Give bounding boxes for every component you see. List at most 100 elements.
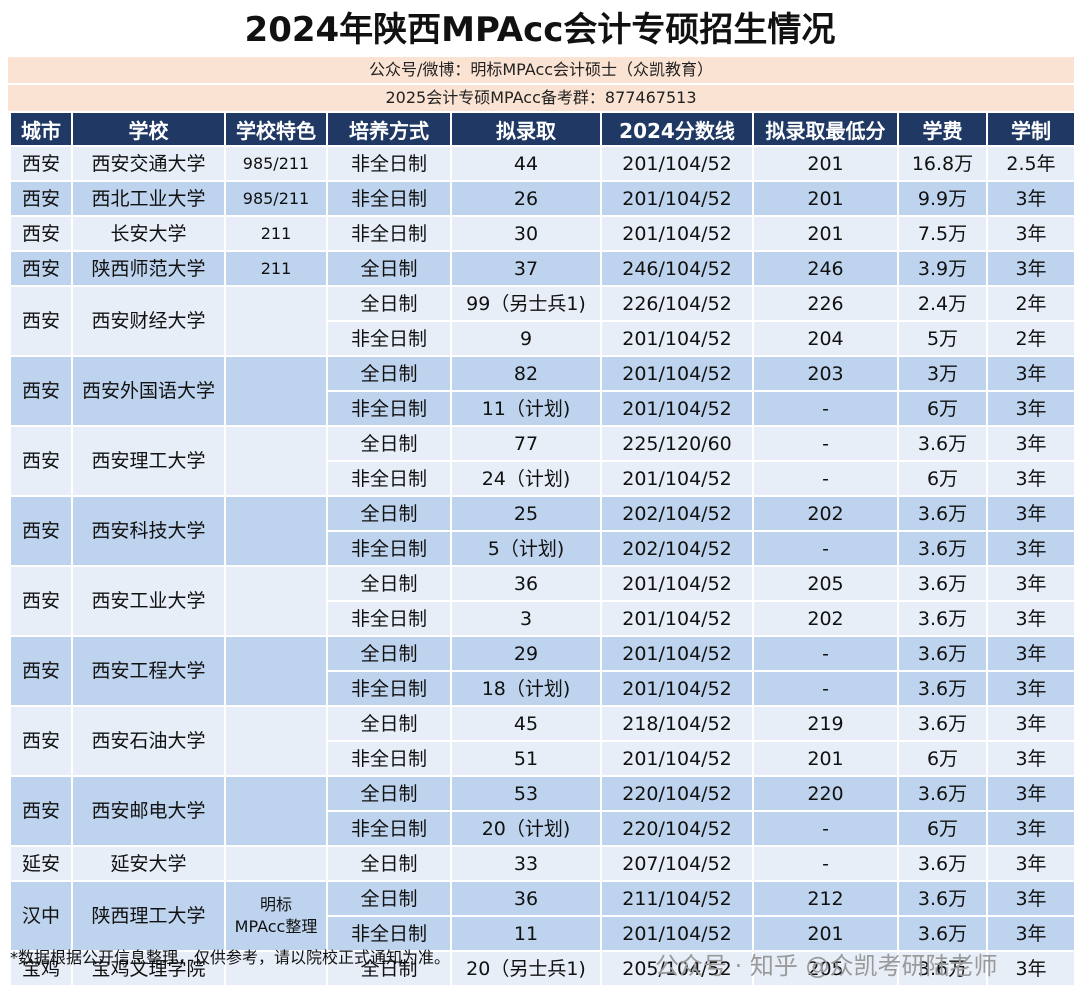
column-header: 2024分数线 <box>600 111 754 147</box>
city: 西安 <box>9 635 73 707</box>
school: 西安科技大学 <box>71 495 226 567</box>
school: 西安工业大学 <box>71 565 226 637</box>
min-score: - <box>752 460 899 497</box>
admitted: 9 <box>450 320 602 357</box>
table-row: 西安 西安外国语大学 全日制 82 201/104/52 203 3万 3年 <box>9 355 1076 427</box>
feature: 明标 MPAcc整理 <box>224 880 328 952</box>
cutoff-2024: 207/104/52 <box>600 845 754 882</box>
feature <box>224 845 328 882</box>
tuition: 3.6万 <box>897 565 988 602</box>
mode: 全日制 <box>326 845 452 882</box>
tuition: 3.6万 <box>897 950 988 987</box>
feature: 985/211 <box>224 180 328 217</box>
table-row: 非全日制 11（计划) 201/104/52-6万 3年 <box>10 390 1076 427</box>
admitted: 77 <box>450 425 602 462</box>
table-row: 非全日制 5（计划) 202/104/52-3.6万 3年 <box>10 530 1076 567</box>
feature <box>224 705 328 777</box>
tuition: 7.5万 <box>897 215 988 252</box>
school: 陕西理工大学 <box>71 880 226 952</box>
admitted: 5（计划) <box>450 530 602 567</box>
duration: 3年 <box>986 950 1076 987</box>
duration: 2年 <box>986 285 1076 322</box>
admitted: 24（计划) <box>450 460 602 497</box>
min-score: 201 <box>752 740 899 777</box>
tuition: 3.6万 <box>897 775 988 812</box>
admitted: 99（另士兵1) <box>450 285 602 322</box>
mode: 全日制 <box>326 250 452 287</box>
feature <box>224 950 328 987</box>
duration: 2.5年 <box>986 145 1076 182</box>
min-score: 220 <box>752 775 899 812</box>
mode: 全日制 <box>326 565 452 602</box>
min-score: 246 <box>752 250 899 287</box>
feature <box>224 425 328 497</box>
duration: 2年 <box>986 320 1076 357</box>
column-header: 学校 <box>71 111 226 147</box>
tuition: 3.6万 <box>897 635 988 672</box>
mode: 全日制 <box>326 950 452 987</box>
min-score: 204 <box>752 320 899 357</box>
min-score: - <box>752 425 899 462</box>
duration: 3年 <box>986 845 1076 882</box>
duration: 3年 <box>986 775 1076 812</box>
duration: 3年 <box>986 215 1076 252</box>
cutoff-2024: 201/104/52 <box>600 355 754 392</box>
admitted: 33 <box>450 845 602 882</box>
city: 延安 <box>9 845 73 882</box>
admitted: 26 <box>450 180 602 217</box>
tuition: 3万 <box>897 355 988 392</box>
mode: 非全日制 <box>326 810 452 847</box>
admitted: 20（计划) <box>450 810 602 847</box>
duration: 3年 <box>986 425 1076 462</box>
table-row: 西安 西安工业大学 全日制 36 201/104/52 205 3.6万 3年 <box>9 565 1076 637</box>
duration: 3年 <box>986 565 1076 602</box>
mode: 非全日制 <box>326 600 452 637</box>
table-row: 西安 陕西师范大学 211 全日制 37 246/104/52 246 3.9万 3年 <box>9 250 1076 287</box>
city: 西安 <box>9 565 73 637</box>
cutoff-2024: 201/104/52 <box>600 180 754 217</box>
cutoff-2024: 201/104/52 <box>600 565 754 602</box>
feature: 211 <box>224 215 328 252</box>
cutoff-2024: 246/104/52 <box>600 250 754 287</box>
city: 西安 <box>9 495 73 567</box>
duration: 3年 <box>986 460 1076 497</box>
mode: 非全日制 <box>326 460 452 497</box>
title: 2024年陕西MPAcc会计专硕招生情况 <box>244 10 836 50</box>
table-row: 汉中 陕西理工大学 明标 MPAcc整理 全日制 36 211/104/52 212 3.6万… <box>9 880 1076 952</box>
tuition: 3.6万 <box>897 670 988 707</box>
header-row: 城市 学校 学校特色 培养方式 拟录取 2024分数线 拟录取最低分 学费 学制 <box>9 111 1076 147</box>
footnote: *数据根据公开信息整理，仅供参考，请以院校正式通知为准。 <box>10 948 451 967</box>
school: 陕西师范大学 <box>71 250 226 287</box>
table-row: 非全日制 20（计划) 220/104/52-6万 3年 <box>10 810 1076 847</box>
city: 西安 <box>9 775 73 847</box>
feature: 985/211 <box>224 145 328 182</box>
feature <box>224 355 328 427</box>
column-header: 拟录取 <box>450 111 602 147</box>
city: 汉中 <box>9 880 73 952</box>
tuition: 6万 <box>897 810 988 847</box>
column-header: 培养方式 <box>326 111 452 147</box>
duration: 3年 <box>986 880 1076 917</box>
subtitle: 公众号/微博：明标MPAcc会计硕士（众凯教育） <box>8 57 1074 83</box>
table-row: 西安 西北工业大学 985/211 非全日制 26 201/104/52 201 9.9万 3年 <box>9 180 1076 217</box>
cutoff-2024: 201/104/52 <box>600 145 754 182</box>
table-row: 西安 西安邮电大学 全日制 53 220/104/52 220 3.6万 3年 <box>9 775 1076 847</box>
duration: 3年 <box>986 495 1076 532</box>
table-row: 非全日制 51 201/104/52 201 6万 3年 <box>10 740 1076 777</box>
mode: 非全日制 <box>326 145 452 182</box>
cutoff-2024: 202/104/52 <box>600 530 754 567</box>
admitted: 29 <box>450 635 602 672</box>
duration: 3年 <box>986 600 1076 637</box>
feature <box>224 285 328 357</box>
table-row: 非全日制 11 201/104/52 201 3.6万 3年 <box>10 915 1076 952</box>
duration: 3年 <box>986 810 1076 847</box>
city: 西安 <box>9 215 73 252</box>
table-body: 西安 西安交通大学 985/211 非全日制 44 201/104/52 201 16.8万 2… <box>9 145 1076 987</box>
duration: 3年 <box>986 740 1076 777</box>
tuition: 9.9万 <box>897 180 988 217</box>
mode: 全日制 <box>326 425 452 462</box>
admitted: 44 <box>450 145 602 182</box>
mode: 全日制 <box>326 880 452 917</box>
tuition: 6万 <box>897 740 988 777</box>
